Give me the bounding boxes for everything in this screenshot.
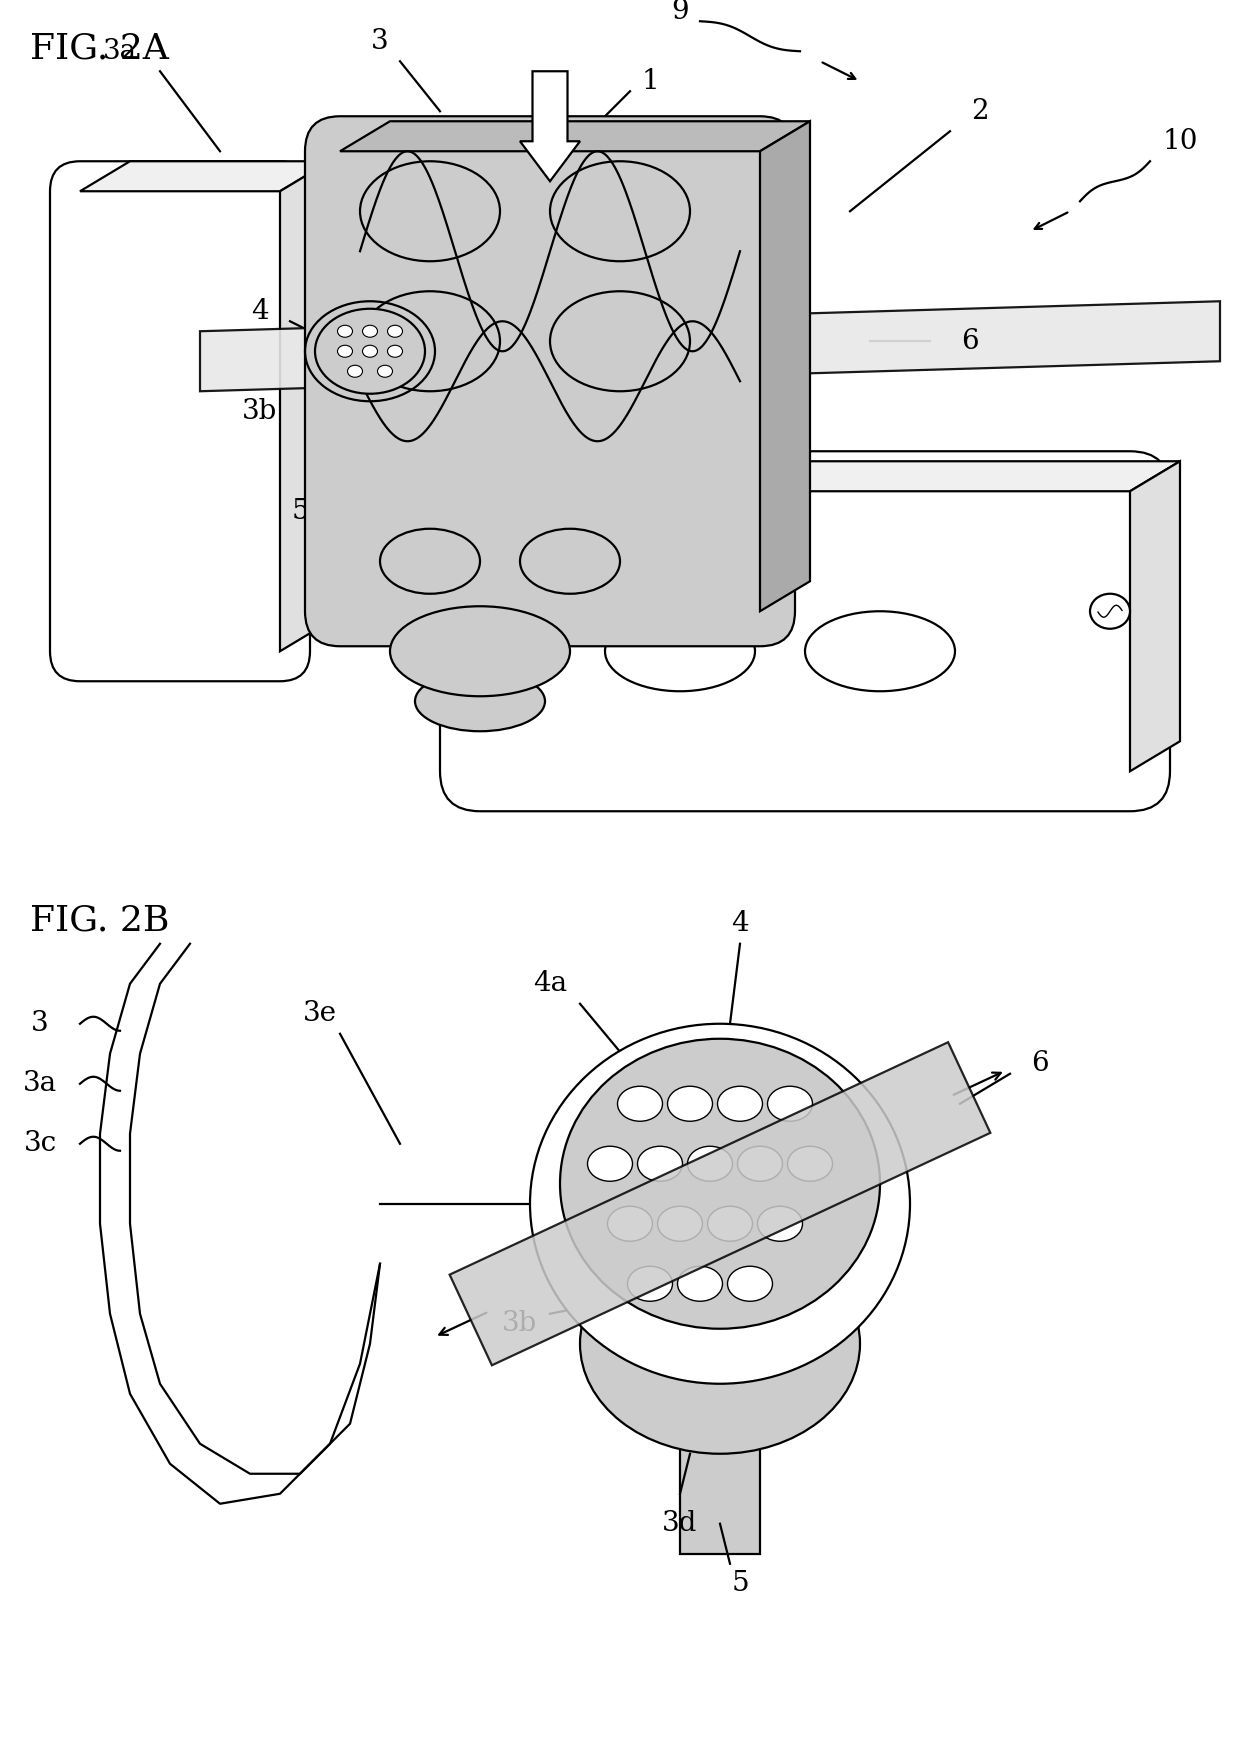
Ellipse shape — [805, 611, 955, 691]
Ellipse shape — [337, 346, 352, 358]
Text: 3a: 3a — [22, 1070, 57, 1098]
Text: 4: 4 — [252, 298, 269, 325]
Ellipse shape — [588, 1146, 632, 1181]
Ellipse shape — [337, 325, 352, 337]
Ellipse shape — [560, 1038, 880, 1328]
Ellipse shape — [379, 529, 480, 593]
Polygon shape — [450, 1042, 991, 1365]
Text: 10: 10 — [1162, 127, 1198, 155]
Text: 3d: 3d — [662, 1509, 698, 1537]
Ellipse shape — [391, 606, 570, 696]
Ellipse shape — [377, 365, 393, 377]
Ellipse shape — [657, 1206, 703, 1241]
Polygon shape — [200, 302, 1220, 391]
FancyArrow shape — [520, 72, 580, 181]
Text: 5: 5 — [732, 1570, 749, 1597]
Ellipse shape — [667, 1085, 713, 1122]
FancyBboxPatch shape — [440, 452, 1171, 811]
Ellipse shape — [708, 1206, 753, 1241]
Text: 2: 2 — [971, 98, 988, 124]
Ellipse shape — [362, 325, 377, 337]
Ellipse shape — [738, 1146, 782, 1181]
Text: 3a: 3a — [103, 38, 138, 65]
Text: 6: 6 — [961, 328, 978, 354]
Ellipse shape — [387, 325, 403, 337]
Text: 3b: 3b — [502, 1310, 538, 1337]
Text: 3: 3 — [31, 1010, 48, 1037]
Ellipse shape — [627, 1267, 672, 1302]
Ellipse shape — [608, 1206, 652, 1241]
Polygon shape — [280, 161, 330, 651]
Ellipse shape — [768, 1085, 812, 1122]
Ellipse shape — [637, 1146, 682, 1181]
Ellipse shape — [580, 1234, 861, 1454]
Text: 4: 4 — [732, 911, 749, 937]
Ellipse shape — [362, 346, 377, 358]
Text: 3c: 3c — [24, 1131, 57, 1157]
Text: 3: 3 — [371, 28, 389, 54]
Ellipse shape — [605, 611, 755, 691]
Ellipse shape — [787, 1146, 832, 1181]
Ellipse shape — [347, 365, 362, 377]
Polygon shape — [480, 461, 1180, 492]
Text: FIG. 2A: FIG. 2A — [30, 31, 169, 65]
Ellipse shape — [728, 1267, 773, 1302]
FancyBboxPatch shape — [305, 117, 795, 646]
Ellipse shape — [387, 346, 403, 358]
Text: 5: 5 — [291, 497, 309, 525]
Ellipse shape — [415, 672, 546, 731]
Text: 4a: 4a — [533, 970, 567, 996]
Polygon shape — [81, 161, 330, 192]
Text: 3b: 3b — [242, 398, 278, 424]
Ellipse shape — [618, 1085, 662, 1122]
Polygon shape — [1130, 461, 1180, 771]
Ellipse shape — [520, 529, 620, 593]
Ellipse shape — [718, 1085, 763, 1122]
Polygon shape — [340, 120, 810, 152]
Polygon shape — [680, 1403, 760, 1553]
Text: 3e: 3e — [303, 1000, 337, 1028]
Text: 1: 1 — [641, 68, 658, 94]
Text: FIG. 2B: FIG. 2B — [30, 904, 170, 937]
Ellipse shape — [758, 1206, 802, 1241]
FancyBboxPatch shape — [50, 161, 310, 681]
Ellipse shape — [687, 1146, 733, 1181]
Ellipse shape — [1090, 593, 1130, 628]
Ellipse shape — [677, 1267, 723, 1302]
Polygon shape — [760, 120, 810, 611]
Text: 9: 9 — [671, 0, 688, 24]
Text: 6: 6 — [1032, 1050, 1049, 1077]
Ellipse shape — [315, 309, 425, 394]
Ellipse shape — [529, 1024, 910, 1384]
